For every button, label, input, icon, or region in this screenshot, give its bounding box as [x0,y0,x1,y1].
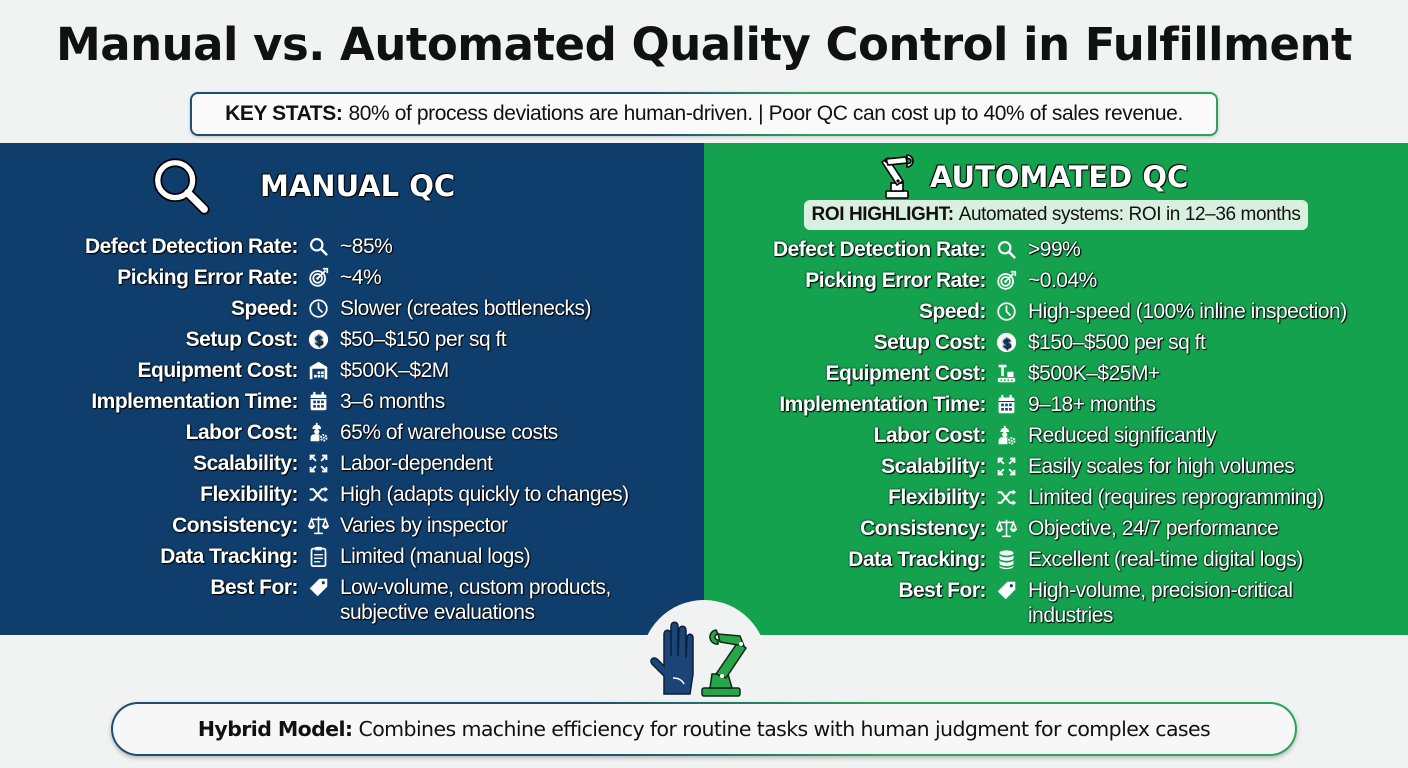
manual-qc-rows: Defect Detection Rate: ~85% Picking Erro… [0,231,704,626]
magnifier-icon [153,158,210,215]
row-flexibility: Flexibility: Limited (requires reprogram… [704,482,1408,513]
tag-icon [994,575,1018,606]
page-title: Manual vs. Automated Quality Control in … [55,18,1353,71]
row-equipment-cost: Equipment Cost: $500K–$25M+ [704,358,1408,389]
roi-label: ROI HIGHLIGHT: [811,204,955,225]
row-labor-cost: Labor Cost: Reduced significantly [704,420,1408,451]
row-labor-cost: Labor Cost: 65% of warehouse costs [0,417,704,448]
scales-icon [306,510,330,541]
scales-icon [994,513,1018,544]
robot-arm-icon [880,154,914,199]
hybrid-model-banner: Hybrid Model: Combines machine efficienc… [111,702,1297,756]
row-implementation-time: Implementation Time: 9–18+ months [704,389,1408,420]
row-best-for: Best For: Low-volume, custom products, s… [0,572,704,626]
target-icon [306,262,330,293]
automated-qc-title: AUTOMATED QC [930,160,1189,194]
automated-qc-panel: AUTOMATED QC ROI HIGHLIGHT: Automated sy… [704,143,1408,635]
conveyor-icon [994,358,1018,389]
row-data-tracking: Data Tracking: Limited (manual logs) [0,541,704,572]
row-defect-detection-rate: Defect Detection Rate: ~85% [0,231,704,262]
hand-and-robot-arm-icon [650,621,748,697]
manual-qc-title: MANUAL QC [260,169,456,203]
clock-icon [994,296,1018,327]
row-consistency: Consistency: Objective, 24/7 performance [704,513,1408,544]
key-stats-banner: KEY STATS: 80% of process deviations are… [190,92,1218,136]
row-data-tracking: Data Tracking: Excellent (real-time digi… [704,544,1408,575]
manual-qc-panel: MANUAL QC Defect Detection Rate: ~85% Pi… [0,143,704,635]
row-setup-cost: Setup Cost: $50–$150 per sq ft [0,324,704,355]
roi-text: Automated systems: ROI in 12–36 months [958,204,1301,225]
row-flexibility: Flexibility: High (adapts quickly to cha… [0,479,704,510]
expand-icon [306,448,330,479]
automated-qc-rows: Defect Detection Rate: >99% Picking Erro… [704,234,1408,629]
manual-qc-heading: MANUAL QC [150,155,455,217]
row-equipment-cost: Equipment Cost: $500K–$2M [0,355,704,386]
roi-highlight: ROI HIGHLIGHT: Automated systems: ROI in… [804,200,1308,230]
target-icon [994,265,1018,296]
worker-gear-icon [994,420,1018,451]
warehouse-icon [306,355,330,386]
row-scalability: Scalability: Labor-dependent [0,448,704,479]
search-icon [306,231,330,262]
hybrid-text: Combines machine efficiency for routine … [358,717,1211,741]
row-best-for: Best For: High-volume, precision-critica… [704,575,1408,629]
dollar-icon [994,327,1018,358]
shuffle-icon [994,482,1018,513]
hybrid-label: Hybrid Model: [197,717,353,741]
calendar-icon [306,386,330,417]
calendar-icon [994,389,1018,420]
shuffle-icon [306,479,330,510]
key-stats-label: KEY STATS: [225,102,343,125]
expand-icon [994,451,1018,482]
search-icon [994,234,1018,265]
row-speed: Speed: High-speed (100% inline inspectio… [704,296,1408,327]
row-setup-cost: Setup Cost: $150–$500 per sq ft [704,327,1408,358]
row-scalability: Scalability: Easily scales for high volu… [704,451,1408,482]
key-stats-text: 80% of process deviations are human-driv… [348,102,1183,125]
worker-gear-icon [306,417,330,448]
row-implementation-time: Implementation Time: 3–6 months [0,386,704,417]
row-picking-error-rate: Picking Error Rate: ~4% [0,262,704,293]
row-picking-error-rate: Picking Error Rate: ~0.04% [704,265,1408,296]
clock-icon [306,293,330,324]
database-icon [994,544,1018,575]
clipboard-icon [306,541,330,572]
row-consistency: Consistency: Varies by inspector [0,510,704,541]
dollar-icon [306,324,330,355]
row-speed: Speed: Slower (creates bottlenecks) [0,293,704,324]
row-defect-detection-rate: Defect Detection Rate: >99% [704,234,1408,265]
automated-qc-heading: AUTOMATED QC [876,153,1188,201]
tag-icon [306,572,330,603]
